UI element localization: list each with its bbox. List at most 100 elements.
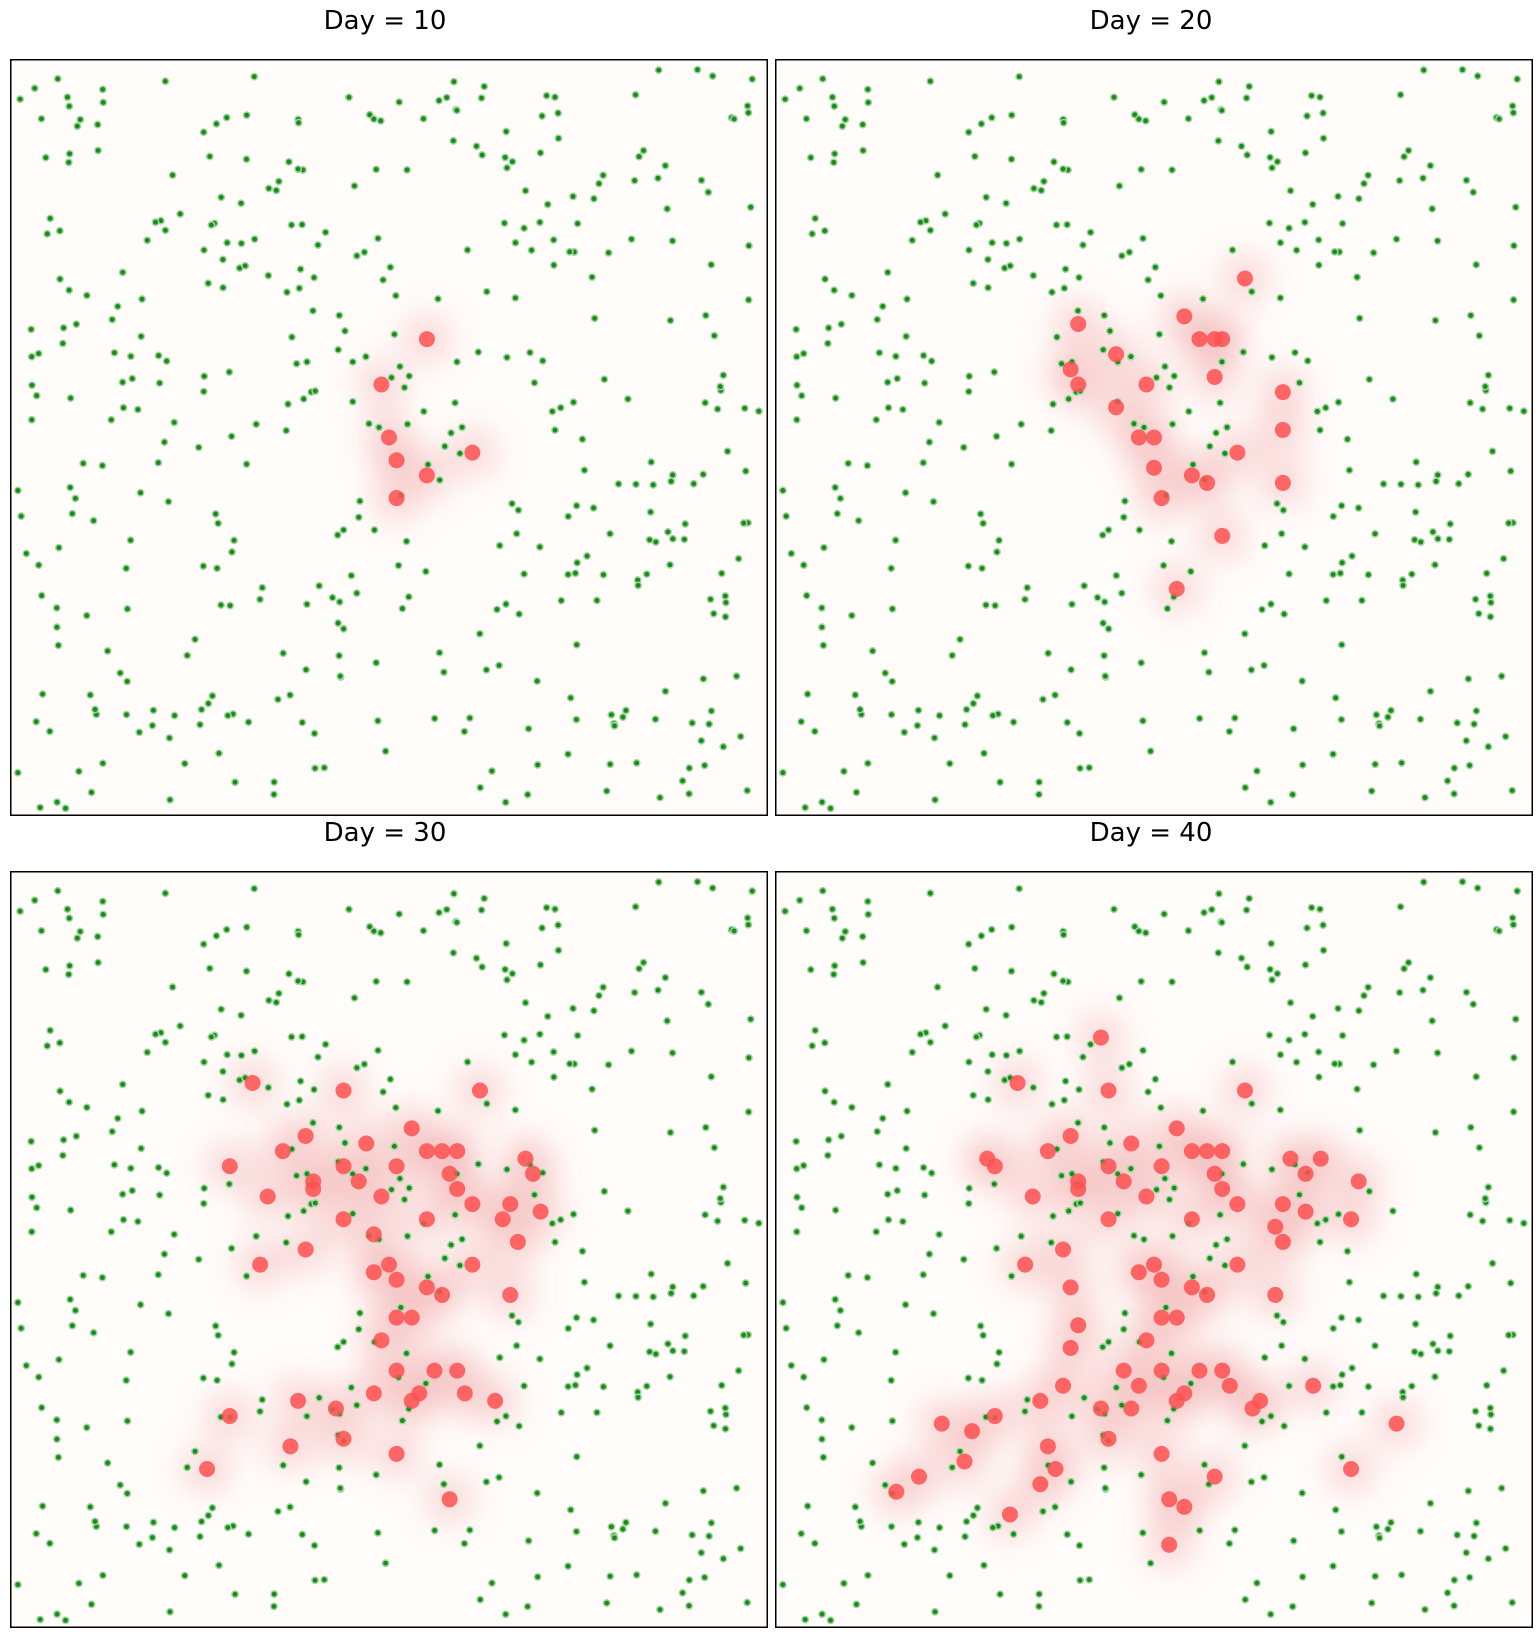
infected-point	[1055, 1241, 1072, 1258]
healthy-point	[847, 1103, 856, 1112]
healthy-point	[1486, 1424, 1495, 1433]
healthy-point	[818, 1610, 827, 1619]
healthy-point	[881, 669, 890, 678]
healthy-point	[614, 480, 623, 488]
healthy-point	[1505, 1216, 1514, 1225]
healthy-point	[22, 1361, 31, 1370]
infected-point	[1183, 1279, 1200, 1296]
healthy-point	[627, 235, 636, 244]
healthy-point	[964, 940, 973, 949]
healthy-point	[1462, 736, 1471, 745]
healthy-point	[1433, 534, 1442, 543]
healthy-point	[53, 74, 62, 83]
healthy-point	[1130, 419, 1138, 428]
infected-point	[1138, 1332, 1155, 1349]
healthy-point	[1214, 948, 1223, 957]
healthy-point	[1104, 1337, 1113, 1346]
healthy-point	[778, 486, 787, 495]
healthy-point	[743, 1598, 752, 1607]
healthy-point	[706, 1407, 715, 1416]
healthy-point	[964, 128, 973, 137]
healthy-point	[685, 1601, 694, 1610]
healthy-point	[1051, 691, 1060, 699]
healthy-point	[980, 749, 988, 758]
healthy-point	[1345, 466, 1354, 475]
healthy-point	[1316, 1238, 1324, 1247]
healthy-point	[46, 1026, 55, 1035]
healthy-point	[778, 768, 787, 777]
healthy-point	[200, 1184, 209, 1193]
healthy-point	[168, 171, 177, 180]
healthy-point	[634, 1393, 643, 1402]
healthy-point	[434, 294, 442, 303]
healthy-point	[269, 790, 278, 799]
healthy-point	[460, 1539, 469, 1548]
healthy-point	[1060, 284, 1069, 293]
healthy-point	[231, 1590, 240, 1599]
healthy-point	[817, 1415, 826, 1424]
healthy-point	[390, 1142, 399, 1151]
healthy-point	[54, 543, 63, 552]
healthy-point	[1388, 1207, 1397, 1215]
healthy-point	[1152, 373, 1161, 382]
healthy-point	[1484, 1183, 1493, 1192]
healthy-point	[1303, 356, 1312, 365]
healthy-point	[1067, 665, 1076, 674]
healthy-point	[642, 570, 651, 579]
healthy-point	[1110, 905, 1118, 914]
healthy-point	[1322, 596, 1331, 605]
infected-point	[1055, 1377, 1072, 1394]
healthy-point	[161, 226, 170, 235]
healthy-point	[1079, 241, 1087, 250]
healthy-point	[1247, 1099, 1256, 1108]
healthy-point	[651, 538, 660, 546]
healthy-point	[1314, 261, 1323, 270]
healthy-point	[1426, 973, 1435, 982]
healthy-point	[607, 1522, 616, 1531]
healthy-point	[103, 647, 112, 655]
healthy-point	[284, 400, 292, 409]
healthy-point	[27, 1137, 36, 1146]
healthy-point	[365, 419, 373, 428]
healthy-point	[1443, 776, 1452, 785]
healthy-point	[476, 1595, 485, 1604]
healthy-point	[693, 877, 702, 886]
healthy-point	[721, 612, 730, 621]
healthy-point	[372, 658, 381, 667]
healthy-point	[59, 323, 68, 332]
healthy-point	[748, 887, 757, 896]
healthy-point	[1007, 460, 1016, 469]
healthy-point	[1260, 661, 1269, 670]
healthy-point	[386, 1075, 395, 1084]
healthy-point	[1002, 1051, 1011, 1060]
healthy-point	[1343, 435, 1352, 444]
infected-point	[1199, 1143, 1216, 1160]
healthy-point	[831, 1295, 840, 1304]
healthy-point	[508, 157, 517, 166]
healthy-point	[91, 705, 99, 714]
healthy-point	[707, 260, 716, 269]
healthy-point	[1228, 246, 1237, 254]
healthy-point	[213, 564, 222, 573]
healthy-point	[212, 119, 221, 128]
healthy-point	[37, 591, 46, 600]
healthy-point	[1267, 127, 1276, 136]
healthy-point	[908, 236, 917, 245]
healthy-point	[1239, 1160, 1248, 1169]
healthy-point	[744, 1107, 753, 1116]
healthy-point	[1273, 499, 1281, 508]
healthy-point	[311, 1576, 319, 1585]
healthy-point	[493, 605, 501, 614]
healthy-point	[1355, 1126, 1364, 1135]
healthy-point	[1355, 314, 1364, 323]
healthy-point	[554, 109, 563, 118]
healthy-point	[1279, 1318, 1288, 1327]
healthy-point	[1319, 134, 1328, 143]
healthy-point	[1237, 142, 1246, 151]
healthy-point	[345, 905, 353, 914]
healthy-point	[333, 531, 342, 540]
healthy-point	[502, 1412, 510, 1421]
healthy-point	[875, 348, 884, 357]
healthy-point	[287, 221, 296, 229]
healthy-point	[639, 146, 648, 155]
